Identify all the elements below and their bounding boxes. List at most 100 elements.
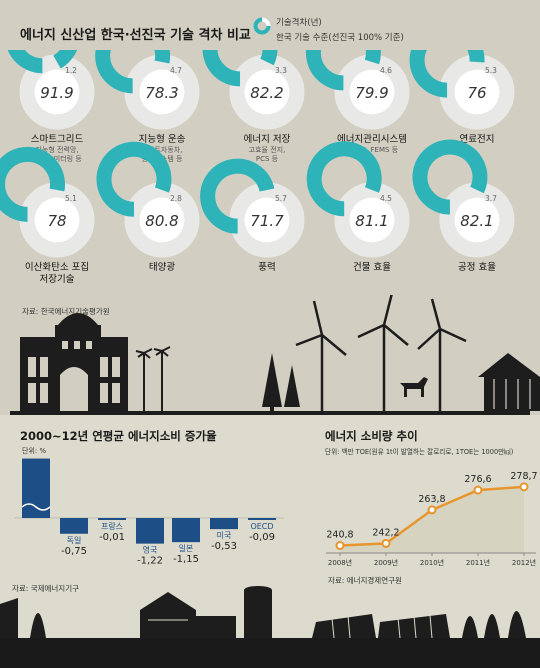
bar-value-label: 2,83: [25, 455, 47, 456]
line-chart-title: 에너지 소비량 추이: [325, 429, 418, 443]
donut-label: 이산화탄소 포집: [25, 261, 89, 273]
donut-center: [244, 197, 290, 243]
legend-donut-icon: [253, 17, 271, 35]
donut-gap-ring: [334, 54, 410, 130]
donut-8: 71.7 5.7 풍력: [200, 158, 305, 273]
donut-level-arc: [7, 50, 77, 74]
donut-label: 스마트그리드: [31, 134, 84, 145]
donut-gap-value: 5.3: [485, 66, 497, 75]
donut-center: [139, 69, 185, 115]
donut-label: 건물 효율: [353, 262, 391, 273]
bar-value-label: -0,01: [99, 532, 125, 543]
line-chart-unit: 단위: 백만 TOE(원유 1t이 발열하는 칼로리로, 1TOE는 1000만…: [325, 448, 514, 456]
legend-gap: 기술격차(년): [276, 18, 322, 28]
donut-level-value: 91.9: [40, 84, 73, 102]
donut-center: [34, 69, 80, 115]
donut-label: 태양광: [149, 261, 175, 273]
donut-label: 풍력: [258, 261, 275, 273]
donut-center: [34, 197, 80, 243]
donut-center: [349, 69, 395, 115]
bar-category-label: 일본: [179, 544, 194, 553]
donut-label: 공정 효율: [458, 262, 496, 273]
section1-source: 자료: 한국에너지기술평가원: [22, 307, 110, 316]
bar-category-label: 영국: [143, 545, 158, 555]
donut-gap-value: 3.3: [275, 66, 287, 75]
line-area: [340, 486, 524, 553]
bar-value-label: -0,75: [61, 546, 87, 557]
bar-2: [60, 518, 88, 534]
bar-category-label: OECD: [250, 522, 273, 531]
farm-illustration: [0, 586, 540, 668]
bar-3: [98, 518, 126, 520]
bar-value-label: -0,53: [211, 541, 237, 552]
donut-gap-value: 5.1: [65, 194, 77, 203]
donut-label: 에너지관리시스템: [337, 133, 407, 145]
skyline-illustration: [10, 295, 540, 415]
bar-value-label: -1,22: [137, 556, 163, 567]
donut-level-value: 78.3: [145, 84, 178, 102]
donut-center: [454, 69, 500, 115]
donut-level-arc: [202, 50, 278, 87]
donut-level-value: 78: [47, 212, 66, 230]
donut-level-arc: [95, 50, 171, 94]
donut-level-arc: [305, 50, 381, 91]
donut-label: 에너지 저장: [244, 134, 291, 145]
donut-center: [349, 197, 395, 243]
donut-level-value: 81.1: [355, 212, 388, 230]
line-value-label: 242,2: [372, 527, 399, 538]
donut-5: 76 5.3 연료전지: [409, 50, 515, 145]
donut-gap-value: 1.2: [65, 66, 77, 75]
donut-gap-value: 4.6: [380, 66, 392, 75]
donut-center: [139, 197, 185, 243]
donut-sublabel: 스마트자동차,: [142, 145, 183, 154]
legend-level: 한국 기술 수준(선진국 100% 기준): [276, 33, 404, 43]
donut-level-arc: [412, 139, 488, 215]
line-point: [427, 505, 437, 515]
donut-sublabel: 지능형 전력망,: [35, 145, 78, 154]
donut-label: 지능형 운송: [139, 134, 186, 145]
donut-sublabel: 고효율 전지,: [249, 145, 286, 154]
donut-level-arc: [306, 141, 382, 217]
bar-1: [22, 458, 50, 518]
line-chart-source: 자료: 에너지경제연구원: [328, 576, 402, 585]
line-value-label: 240,8: [326, 530, 353, 541]
donut-level-value: 79.9: [355, 84, 388, 102]
line-x-label: 2008년: [328, 558, 352, 567]
bar-5: [172, 518, 200, 543]
donut-sublabel: HEMS, FEMS 등: [346, 146, 399, 154]
line-chart: 240,8 2008년 242,2 2009년 263,8 2010년 276,6 2011년…: [326, 471, 538, 567]
donut-gap-value: 4.7: [170, 66, 182, 75]
line-x-label: 2009년: [374, 558, 398, 567]
donut-gap-value: 3.7: [485, 194, 497, 203]
donut-level-arc: [200, 158, 275, 234]
donut-center: [244, 69, 290, 115]
donut-level-value: 76: [467, 84, 486, 102]
bar-category-label: 독일: [67, 536, 82, 545]
donut-center: [454, 197, 500, 243]
bar-chart-unit: 단위: %: [22, 447, 47, 455]
bar-value-label: -1,15: [173, 554, 199, 565]
donut-level-arc: [0, 146, 66, 222]
donut-gap-value: 2.8: [170, 194, 182, 203]
bar-category-label: 프랑스: [101, 521, 123, 531]
donut-label: 저장기술: [40, 274, 75, 285]
bar-4: [136, 518, 164, 544]
line-point: [473, 485, 483, 495]
line-value-label: 263,8: [418, 494, 445, 505]
bar-6: [210, 518, 238, 530]
bar-chart: 한국2,83독일-0,75프랑스-0,01영국-1,22일본-1,15미국-0,…: [14, 455, 284, 567]
donut-gap-value: 4.5: [380, 194, 392, 203]
line-value-label: 276,6: [464, 474, 491, 485]
donut-level-value: 82.1: [460, 212, 493, 230]
donut-10: 82.1 3.7 공정 효율: [412, 139, 515, 273]
donut-7: 80.8 2.8 태양광: [96, 141, 200, 273]
bar-chart-source: 자료: 국제에너지기구: [12, 584, 80, 593]
line-x-label: 2010년: [420, 558, 444, 567]
donut-level-value: 80.8: [145, 212, 178, 230]
donut-level-value: 82.2: [250, 84, 283, 102]
